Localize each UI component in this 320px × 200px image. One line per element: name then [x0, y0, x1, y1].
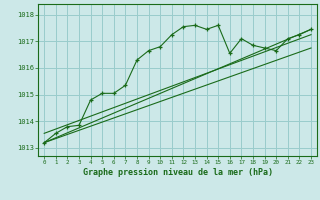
X-axis label: Graphe pression niveau de la mer (hPa): Graphe pression niveau de la mer (hPa) [83, 168, 273, 177]
